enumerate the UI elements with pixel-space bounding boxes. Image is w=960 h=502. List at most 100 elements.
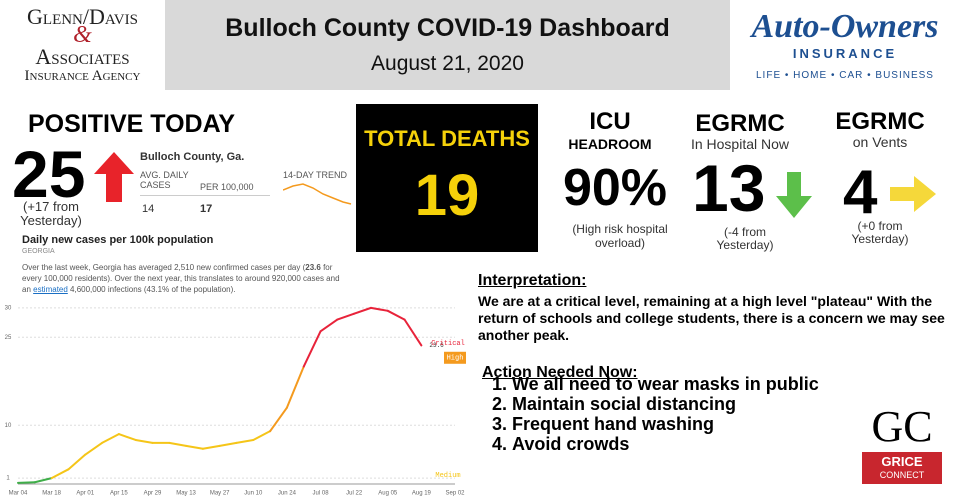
right-arrow (890, 176, 936, 212)
actions-list: We all need to wear masks in publicMaint… (472, 374, 819, 454)
positive-change: (+17 from Yesterday) (20, 199, 82, 228)
up-arrow (94, 152, 134, 202)
line-segment (319, 318, 339, 333)
line-segment (17, 481, 36, 484)
gc-letters: GC (871, 402, 933, 451)
trend-sparkline (283, 183, 352, 205)
line-segment (386, 309, 406, 321)
line-segment (218, 441, 238, 447)
widget-col: PER 100,000 (200, 182, 254, 192)
series-line (18, 308, 421, 483)
icu-value: 90% (562, 159, 668, 217)
georgia-title: Daily new cases per 100k population (22, 234, 214, 246)
zone-label: High (447, 355, 464, 363)
y-tick-label: 10 (5, 423, 12, 429)
deaths-heading: TOTAL DEATHS (364, 126, 530, 151)
logo-line: Insurance Agency (24, 68, 141, 84)
divider (140, 195, 270, 196)
logo-name: Auto-Owners (751, 8, 939, 45)
interp-heading: Interpretation: (478, 272, 587, 289)
hospital-heading: EGRMC (695, 110, 785, 137)
line-segment (101, 433, 120, 444)
logo-sub: INSURANCE (792, 46, 898, 61)
x-tick-label: Jul 22 (346, 491, 363, 497)
widget-val: 17 (200, 203, 213, 215)
gc-logo: GC GRICE CONNECT (862, 404, 942, 484)
link: estimated (33, 285, 68, 294)
text: for every 100,000 residents). Over the n… (22, 263, 340, 294)
y-tick-label: 1 (6, 476, 10, 482)
deaths-value: 19 (414, 163, 480, 228)
logo-tagline: LIFE • HOME • CAR • BUSINESS (756, 70, 934, 81)
zone-label: Critical (431, 340, 465, 348)
end-label: 23.6 (429, 342, 444, 349)
line-segment (302, 330, 322, 368)
header-band: Bulloch County COVID-19 Dashboard August… (165, 0, 730, 90)
action-item: Frequent hand washing (512, 414, 819, 434)
line-segment (235, 438, 255, 444)
vents-sub: on Vents (852, 134, 908, 150)
line-segment (50, 468, 70, 480)
y-tick-label: 30 (5, 305, 12, 311)
text: 4,600,000 infections (43.1% of the popul… (67, 285, 236, 294)
logo-line: Associates (35, 44, 130, 69)
gc-line: CONNECT (879, 470, 925, 480)
line-segment (84, 441, 104, 456)
x-tick-label: Aug 19 (412, 491, 432, 497)
gc-band: GRICE CONNECT (862, 452, 942, 484)
zone-badge (444, 351, 466, 364)
x-tick-label: Mar 18 (42, 491, 61, 497)
widget-trend: 14-DAY TREND (283, 170, 348, 180)
georgia-region: GEORGIA (22, 248, 55, 255)
title: Bulloch County COVID-19 Dashboard (225, 14, 670, 42)
line-segment (33, 477, 53, 484)
icu-heading: ICU (589, 108, 631, 135)
line-segment (168, 441, 188, 447)
text: Over the last week, Georgia has averaged… (22, 263, 306, 272)
actions-heading: Action Needed Now: (482, 364, 638, 381)
line-segment (403, 318, 423, 347)
x-tick-label: May 13 (176, 491, 196, 497)
zone-label: Medium (435, 472, 460, 480)
action-item: We all need to wear masks in public (512, 374, 819, 394)
x-tick-label: Jul 08 (313, 491, 330, 497)
action-item: Avoid crowds (512, 434, 819, 454)
hospital-note: (-4 from Yesterday) (716, 225, 774, 252)
positive-value: 25 (12, 137, 86, 211)
date: August 21, 2020 (371, 52, 524, 75)
vents-value: 4 (843, 158, 878, 227)
line-segment (185, 444, 204, 450)
x-tick-label: Apr 29 (144, 491, 162, 497)
line-segment (353, 306, 372, 315)
widget-county: Bulloch County, Ga. (140, 151, 245, 163)
x-tick-label: Apr 01 (76, 491, 94, 497)
down-arrow (776, 172, 812, 218)
x-tick-label: Mar 04 (9, 491, 28, 497)
x-tick-label: Sep 02 (445, 491, 465, 497)
widget-val: 14 (142, 203, 155, 215)
x-tick-label: May 27 (210, 491, 230, 497)
line-segment (117, 433, 137, 441)
line-segment (67, 453, 87, 471)
x-tick-label: Jun 10 (244, 491, 263, 497)
x-tick-label: Apr 15 (110, 491, 128, 497)
georgia-text: Over the last week, Georgia has averaged… (22, 262, 342, 295)
line-segment (201, 444, 221, 450)
icu-sub: HEADROOM (568, 136, 652, 152)
line-segment (252, 430, 272, 441)
cases-chart: 1 10 25 30 Mar 04 Mar 18 Apr 01 Apr 15 Apr 29 May… (5, 305, 466, 497)
widget-col: AVG. DAILY CASES (140, 170, 189, 190)
line-segment (269, 406, 288, 433)
interp-text: We are at a critical level, remaining at… (478, 293, 945, 343)
action-item: Maintain social distancing (512, 394, 819, 414)
vents-note: (+0 from Yesterday) (851, 219, 909, 246)
gc-line: GRICE (881, 454, 923, 469)
line-segment (285, 365, 305, 409)
icu-note: (High risk hospital overload) (572, 222, 668, 250)
y-tick-label: 25 (5, 335, 12, 341)
line-segment (336, 312, 356, 321)
x-tick-label: Aug 05 (378, 491, 398, 497)
line-segment (134, 438, 154, 444)
hospital-sub: In Hospital Now (690, 136, 790, 152)
